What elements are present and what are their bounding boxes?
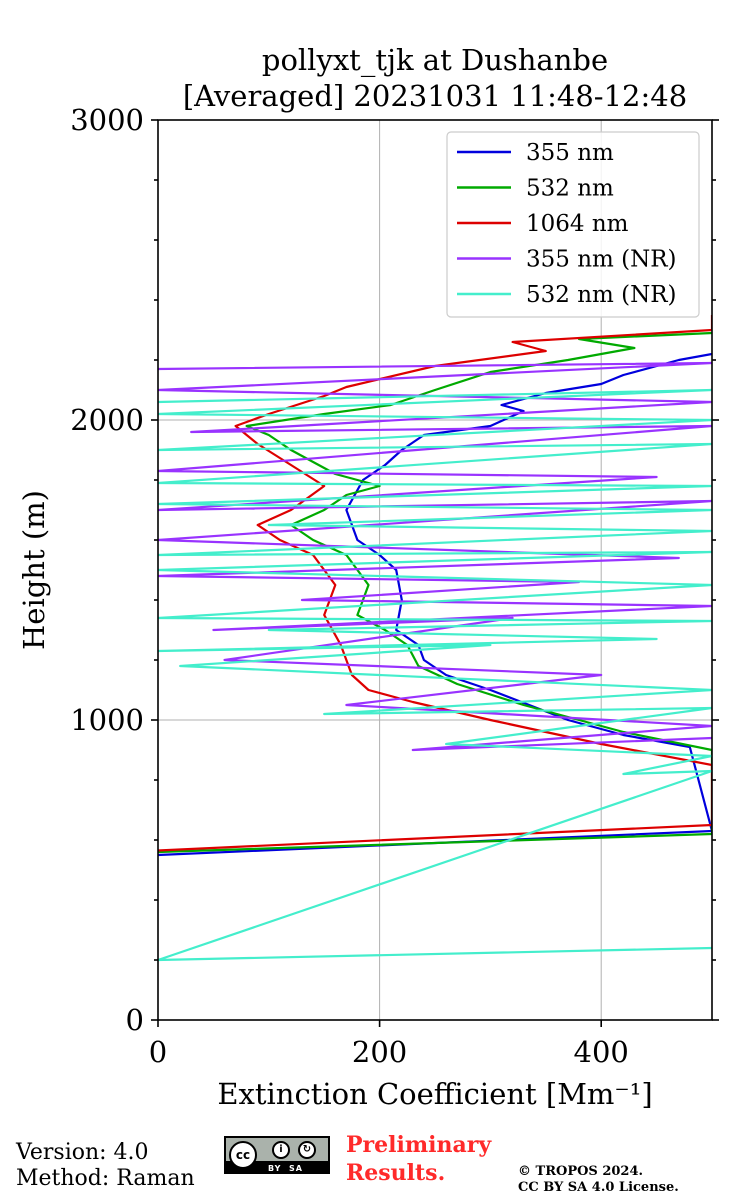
method-label: Method: Raman	[16, 1166, 195, 1191]
copyright-line-1: © TROPOS 2024.	[518, 1164, 644, 1179]
results-label: Results.	[346, 1160, 446, 1186]
legend-label: 532 nm	[526, 176, 614, 202]
y-tick-label: 3000	[70, 103, 144, 137]
y-tick-label: 2000	[70, 403, 144, 437]
x-tick-label: 400	[574, 1035, 629, 1069]
axes: 0 200 400 0 1000 2000 3000 Extinction Coefficie…	[17, 103, 719, 1111]
chart-title-line-1: pollyxt_tjk at Dushanbe	[261, 43, 609, 77]
series-line	[158, 331, 712, 854]
y-axis-label: Height (m)	[17, 490, 51, 650]
series-line	[158, 315, 712, 852]
version-label: Version: 4.0	[16, 1140, 149, 1165]
x-tick-label: 200	[352, 1035, 407, 1069]
preliminary-label: Preliminary	[346, 1132, 492, 1158]
series-line	[158, 361, 712, 752]
legend: 355 nm 532 nm 1064 nm 355 nm (NR) 532 nm (NR…	[446, 131, 700, 318]
x-tick-label: 0	[149, 1035, 167, 1069]
legend-label: 532 nm (NR)	[526, 282, 677, 308]
legend-label: 355 nm (NR)	[526, 247, 677, 273]
legend-label: 1064 nm	[526, 211, 629, 237]
legend-box	[446, 131, 700, 318]
copyright-line-2: CC BY SA 4.0 License.	[518, 1180, 679, 1195]
y-tick-label: 1000	[70, 703, 144, 737]
plot-area-frame	[157, 119, 713, 1021]
series-line	[158, 388, 712, 962]
legend-label: 355 nm	[526, 140, 614, 166]
y-tick-label: 0	[126, 1003, 144, 1037]
data-series	[158, 315, 712, 962]
x-axis-label: Extinction Coefficient [Mm⁻¹]	[217, 1077, 652, 1111]
chart-title-line-2: [Averaged] 20231031 11:48-12:48	[182, 79, 688, 113]
cc-license-badge: cc i ↻ BY SA	[224, 1136, 330, 1174]
